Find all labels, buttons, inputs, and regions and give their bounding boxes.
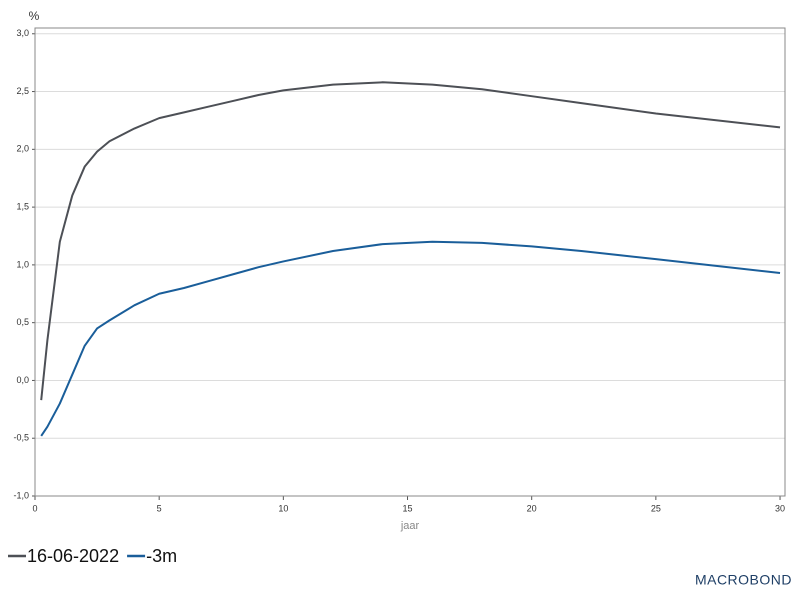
- series-line: [40, 240, 781, 437]
- y-tick-label: 2,5: [16, 86, 29, 96]
- y-tick-label: 2,0: [16, 144, 29, 154]
- x-tick-label: 20: [527, 503, 537, 513]
- legend-label: 16-06-2022: [27, 546, 119, 566]
- x-tick-label: 5: [157, 503, 162, 513]
- y-tick-label: -0,5: [13, 433, 29, 443]
- x-tick-label: 0: [32, 503, 37, 513]
- series-line: [40, 81, 781, 401]
- plot-frame: [34, 27, 786, 497]
- y-tick-label: 0,0: [16, 375, 29, 385]
- y-tick-label: 1,5: [16, 201, 29, 211]
- y-tick-label: 3,0: [16, 28, 29, 38]
- y-tick-label: 1,0: [16, 259, 29, 269]
- y-axis-label: %: [29, 9, 40, 23]
- x-tick-label: 15: [403, 503, 413, 513]
- watermark: MACROBOND: [695, 572, 792, 588]
- y-tick-label: 0,5: [16, 317, 29, 327]
- x-tick-label: 30: [775, 503, 785, 513]
- x-tick-label: 10: [278, 503, 288, 513]
- x-axis-label: jaar: [400, 520, 420, 532]
- y-tick-label: -1,0: [13, 490, 29, 500]
- x-tick-label: 25: [651, 503, 661, 513]
- legend-label: -3m: [146, 546, 177, 566]
